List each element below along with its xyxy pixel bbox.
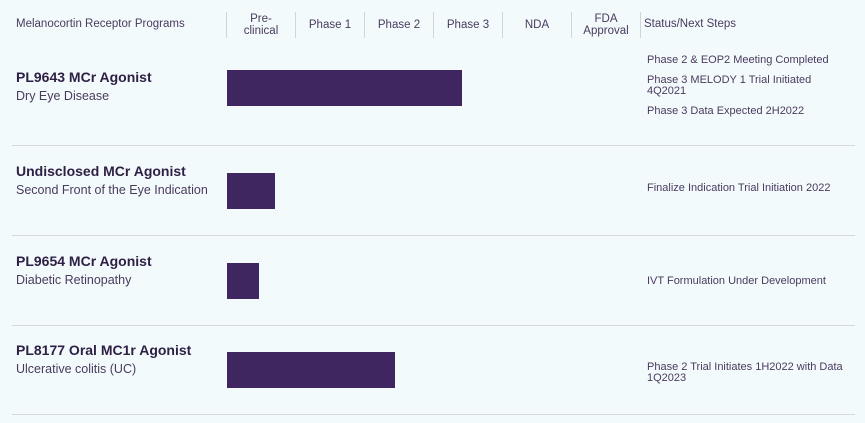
program-row: PL8177 Oral MC1r Agonist Ulcerative colit…: [12, 324, 855, 415]
status-line: IVT Formulation Under Development: [647, 275, 826, 287]
phase-column-header: NDA: [502, 12, 571, 38]
program-name: PL9654 MCr Agonist: [16, 253, 152, 269]
status-line: Phase 3 MELODY 1 Trial Initiated 4Q2021: [647, 74, 812, 97]
program-status: IVT Formulation Under Development: [647, 276, 847, 296]
program-indication: Second Front of the Eye Indication: [16, 183, 208, 197]
program-status: Finalize Indication Trial Initiation 202…: [647, 183, 847, 203]
program-indication: Dry Eye Disease: [16, 89, 110, 103]
column-divider: [640, 12, 641, 38]
program-name: PL9643 MCr Agonist: [16, 69, 152, 85]
chart-title: Melanocortin Receptor Programs: [16, 18, 185, 30]
status-line: Phase 3 Data Expected 2H2022: [647, 105, 805, 117]
phase-column-header: FDA Approval: [571, 12, 640, 38]
program-indication: Ulcerative colitis (UC): [16, 362, 137, 376]
program-name: Undisclosed MCr Agonist: [16, 163, 186, 179]
progress-bar: [227, 352, 395, 388]
progress-bar: [227, 263, 259, 299]
progress-bar: [227, 173, 275, 209]
header: Melanocortin Receptor Programs Pre-clini…: [0, 0, 865, 48]
program-row: PL9643 MCr Agonist Dry Eye Disease Phase 2…: [12, 55, 855, 146]
phase-column-header: Phase 2: [364, 12, 433, 38]
program-row: PL9654 MCr Agonist Diabetic Retinopathy IV…: [12, 235, 855, 326]
status-line: Phase 2 & EOP2 Meeting Completed: [647, 54, 829, 66]
program-status: Phase 2 Trial Initiates 1H2022 with Data…: [647, 362, 847, 393]
program-status: Phase 2 & EOP2 Meeting Completed Phase 3 …: [647, 55, 847, 126]
program-indication: Diabetic Retinopathy: [16, 273, 132, 287]
progress-bar: [227, 70, 462, 106]
phase-column-header: Phase 1: [295, 12, 364, 38]
status-line: Finalize Indication Trial Initiation 202…: [647, 182, 831, 194]
phase-column-header: Pre-clinical: [226, 12, 295, 38]
status-header: Status/Next Steps: [644, 18, 737, 30]
program-name: PL8177 Oral MC1r Agonist: [16, 342, 192, 358]
status-line: Phase 2 Trial Initiates 1H2022 with Data…: [647, 361, 843, 384]
phase-column-header: Phase 3: [433, 12, 502, 38]
program-row: Undisclosed MCr Agonist Second Front of t…: [12, 145, 855, 236]
